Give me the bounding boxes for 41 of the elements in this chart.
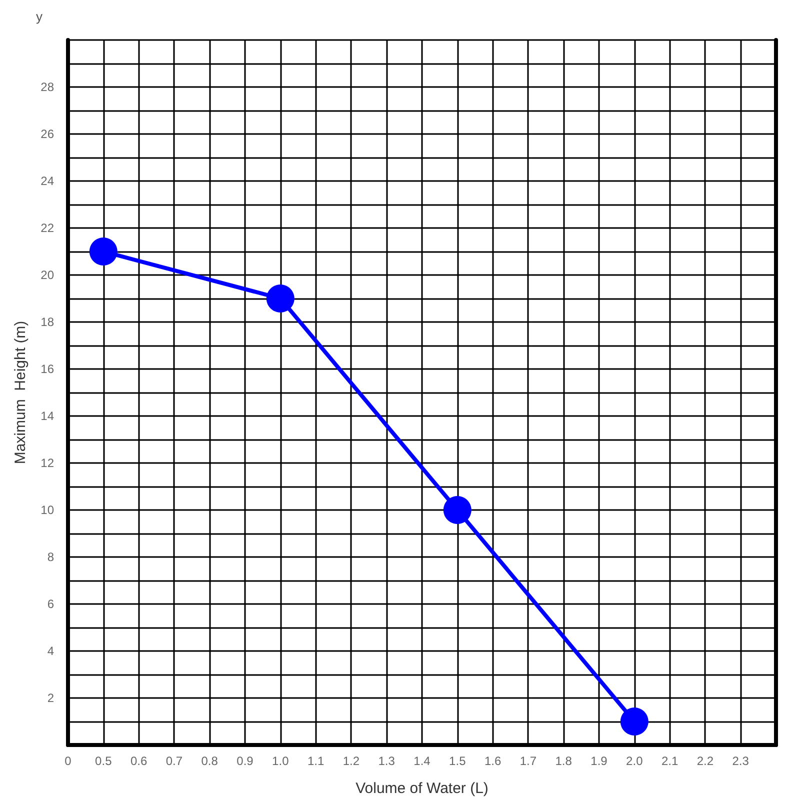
y-tick-label: 24	[40, 174, 54, 188]
x-tick-label: 0.9	[236, 754, 254, 768]
x-tick-label: 1.2	[342, 754, 360, 768]
x-tick-label: 1.1	[307, 754, 324, 768]
point	[266, 284, 294, 312]
y-tick-label: 22	[40, 221, 54, 235]
y-tick-label: 20	[40, 268, 54, 282]
x-tick-label: 0	[64, 754, 72, 768]
x-tick-label: 1.8	[555, 754, 572, 768]
text: y	[36, 9, 43, 24]
x-axis-title: Volume of Water (L)	[356, 780, 488, 797]
y-tick-label: 28	[40, 80, 54, 94]
point	[620, 708, 648, 736]
x-tick-label: 2.2	[696, 754, 714, 768]
x-tick-label: 2.3	[732, 754, 750, 768]
y-tick-label: 4	[47, 644, 54, 658]
y-tick-label: 12	[40, 456, 54, 470]
x-tick-label: 1.4	[414, 754, 431, 768]
y-tick-label: 16	[40, 362, 54, 376]
x-tick-label: 1.7	[520, 754, 537, 768]
x-tick-label: 0.7	[166, 754, 183, 768]
x-tick-label: 1.5	[449, 754, 466, 768]
x-tick-label: 1.3	[378, 754, 396, 768]
y-tick-label: 18	[40, 315, 54, 329]
x-tick-label: 1.9	[590, 754, 608, 768]
y-tick-label: 10	[40, 503, 54, 517]
y-axis-title: Maximum Height (m)	[12, 320, 29, 464]
x-tick-label: 1.6	[484, 754, 502, 768]
x-tick-label: 1.0	[272, 754, 290, 768]
y-tick-label: 2	[47, 691, 54, 705]
x-tick-label: 0.6	[130, 754, 148, 768]
x-tick-label: 0.8	[201, 754, 218, 768]
y-tick-label: 14	[40, 409, 54, 423]
y-tick-label: 6	[47, 597, 54, 611]
point	[89, 238, 118, 266]
y-tick-label: 8	[47, 550, 54, 564]
x-tick-label: 2.1	[661, 754, 678, 768]
x-tick-label: 2.0	[626, 754, 644, 768]
y-tick-label: 26	[40, 127, 54, 141]
point	[443, 496, 472, 524]
x-tick-label: 0.5	[95, 754, 112, 768]
